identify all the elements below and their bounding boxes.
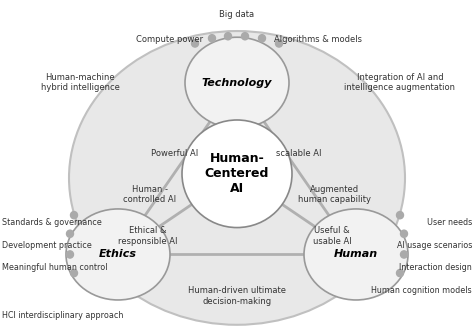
Circle shape <box>396 269 403 277</box>
Text: Human-driven ultimate
decision-making: Human-driven ultimate decision-making <box>188 286 286 306</box>
Text: Integration of AI and
intelligence augmentation: Integration of AI and intelligence augme… <box>345 73 456 92</box>
Text: Big data: Big data <box>219 10 255 19</box>
Text: AI usage scenarios: AI usage scenarios <box>397 241 472 250</box>
Text: Compute power: Compute power <box>137 35 203 44</box>
Circle shape <box>209 35 216 42</box>
Text: Standards & governance: Standards & governance <box>2 218 102 227</box>
Text: Meaningful human control: Meaningful human control <box>2 263 108 272</box>
Circle shape <box>241 32 248 40</box>
Text: Algorithms & models: Algorithms & models <box>274 35 362 44</box>
Text: Powerful AI: Powerful AI <box>151 149 199 158</box>
Circle shape <box>225 32 231 40</box>
Text: Human-machine
hybrid intelligence: Human-machine hybrid intelligence <box>41 73 119 92</box>
Text: Augmented
human capability: Augmented human capability <box>299 185 372 204</box>
Text: Human cognition models: Human cognition models <box>371 286 472 295</box>
Text: Ethics: Ethics <box>99 250 137 260</box>
Circle shape <box>401 230 408 237</box>
Circle shape <box>258 35 265 42</box>
Text: Ethical &
responsible AI: Ethical & responsible AI <box>118 226 178 246</box>
Text: User needs: User needs <box>427 218 472 227</box>
Ellipse shape <box>182 120 292 228</box>
Text: Human: Human <box>334 250 378 260</box>
Ellipse shape <box>185 37 289 128</box>
Circle shape <box>401 251 408 258</box>
Circle shape <box>191 40 199 47</box>
Ellipse shape <box>69 31 405 325</box>
Text: Technology: Technology <box>202 78 272 88</box>
Text: Human-
Centered
AI: Human- Centered AI <box>205 152 269 195</box>
Circle shape <box>71 212 78 219</box>
Ellipse shape <box>304 209 408 300</box>
Circle shape <box>66 230 73 237</box>
Text: Interaction design: Interaction design <box>399 263 472 272</box>
Text: HCI interdisciplinary approach: HCI interdisciplinary approach <box>2 311 123 320</box>
Text: Useful &
usable AI: Useful & usable AI <box>313 226 351 246</box>
Ellipse shape <box>66 209 170 300</box>
Text: scalable AI: scalable AI <box>276 149 322 158</box>
Circle shape <box>66 251 73 258</box>
Circle shape <box>396 212 403 219</box>
Circle shape <box>71 269 78 277</box>
Text: Development practice: Development practice <box>2 241 92 250</box>
Circle shape <box>275 40 283 47</box>
Text: Human -
controlled AI: Human - controlled AI <box>123 185 176 204</box>
